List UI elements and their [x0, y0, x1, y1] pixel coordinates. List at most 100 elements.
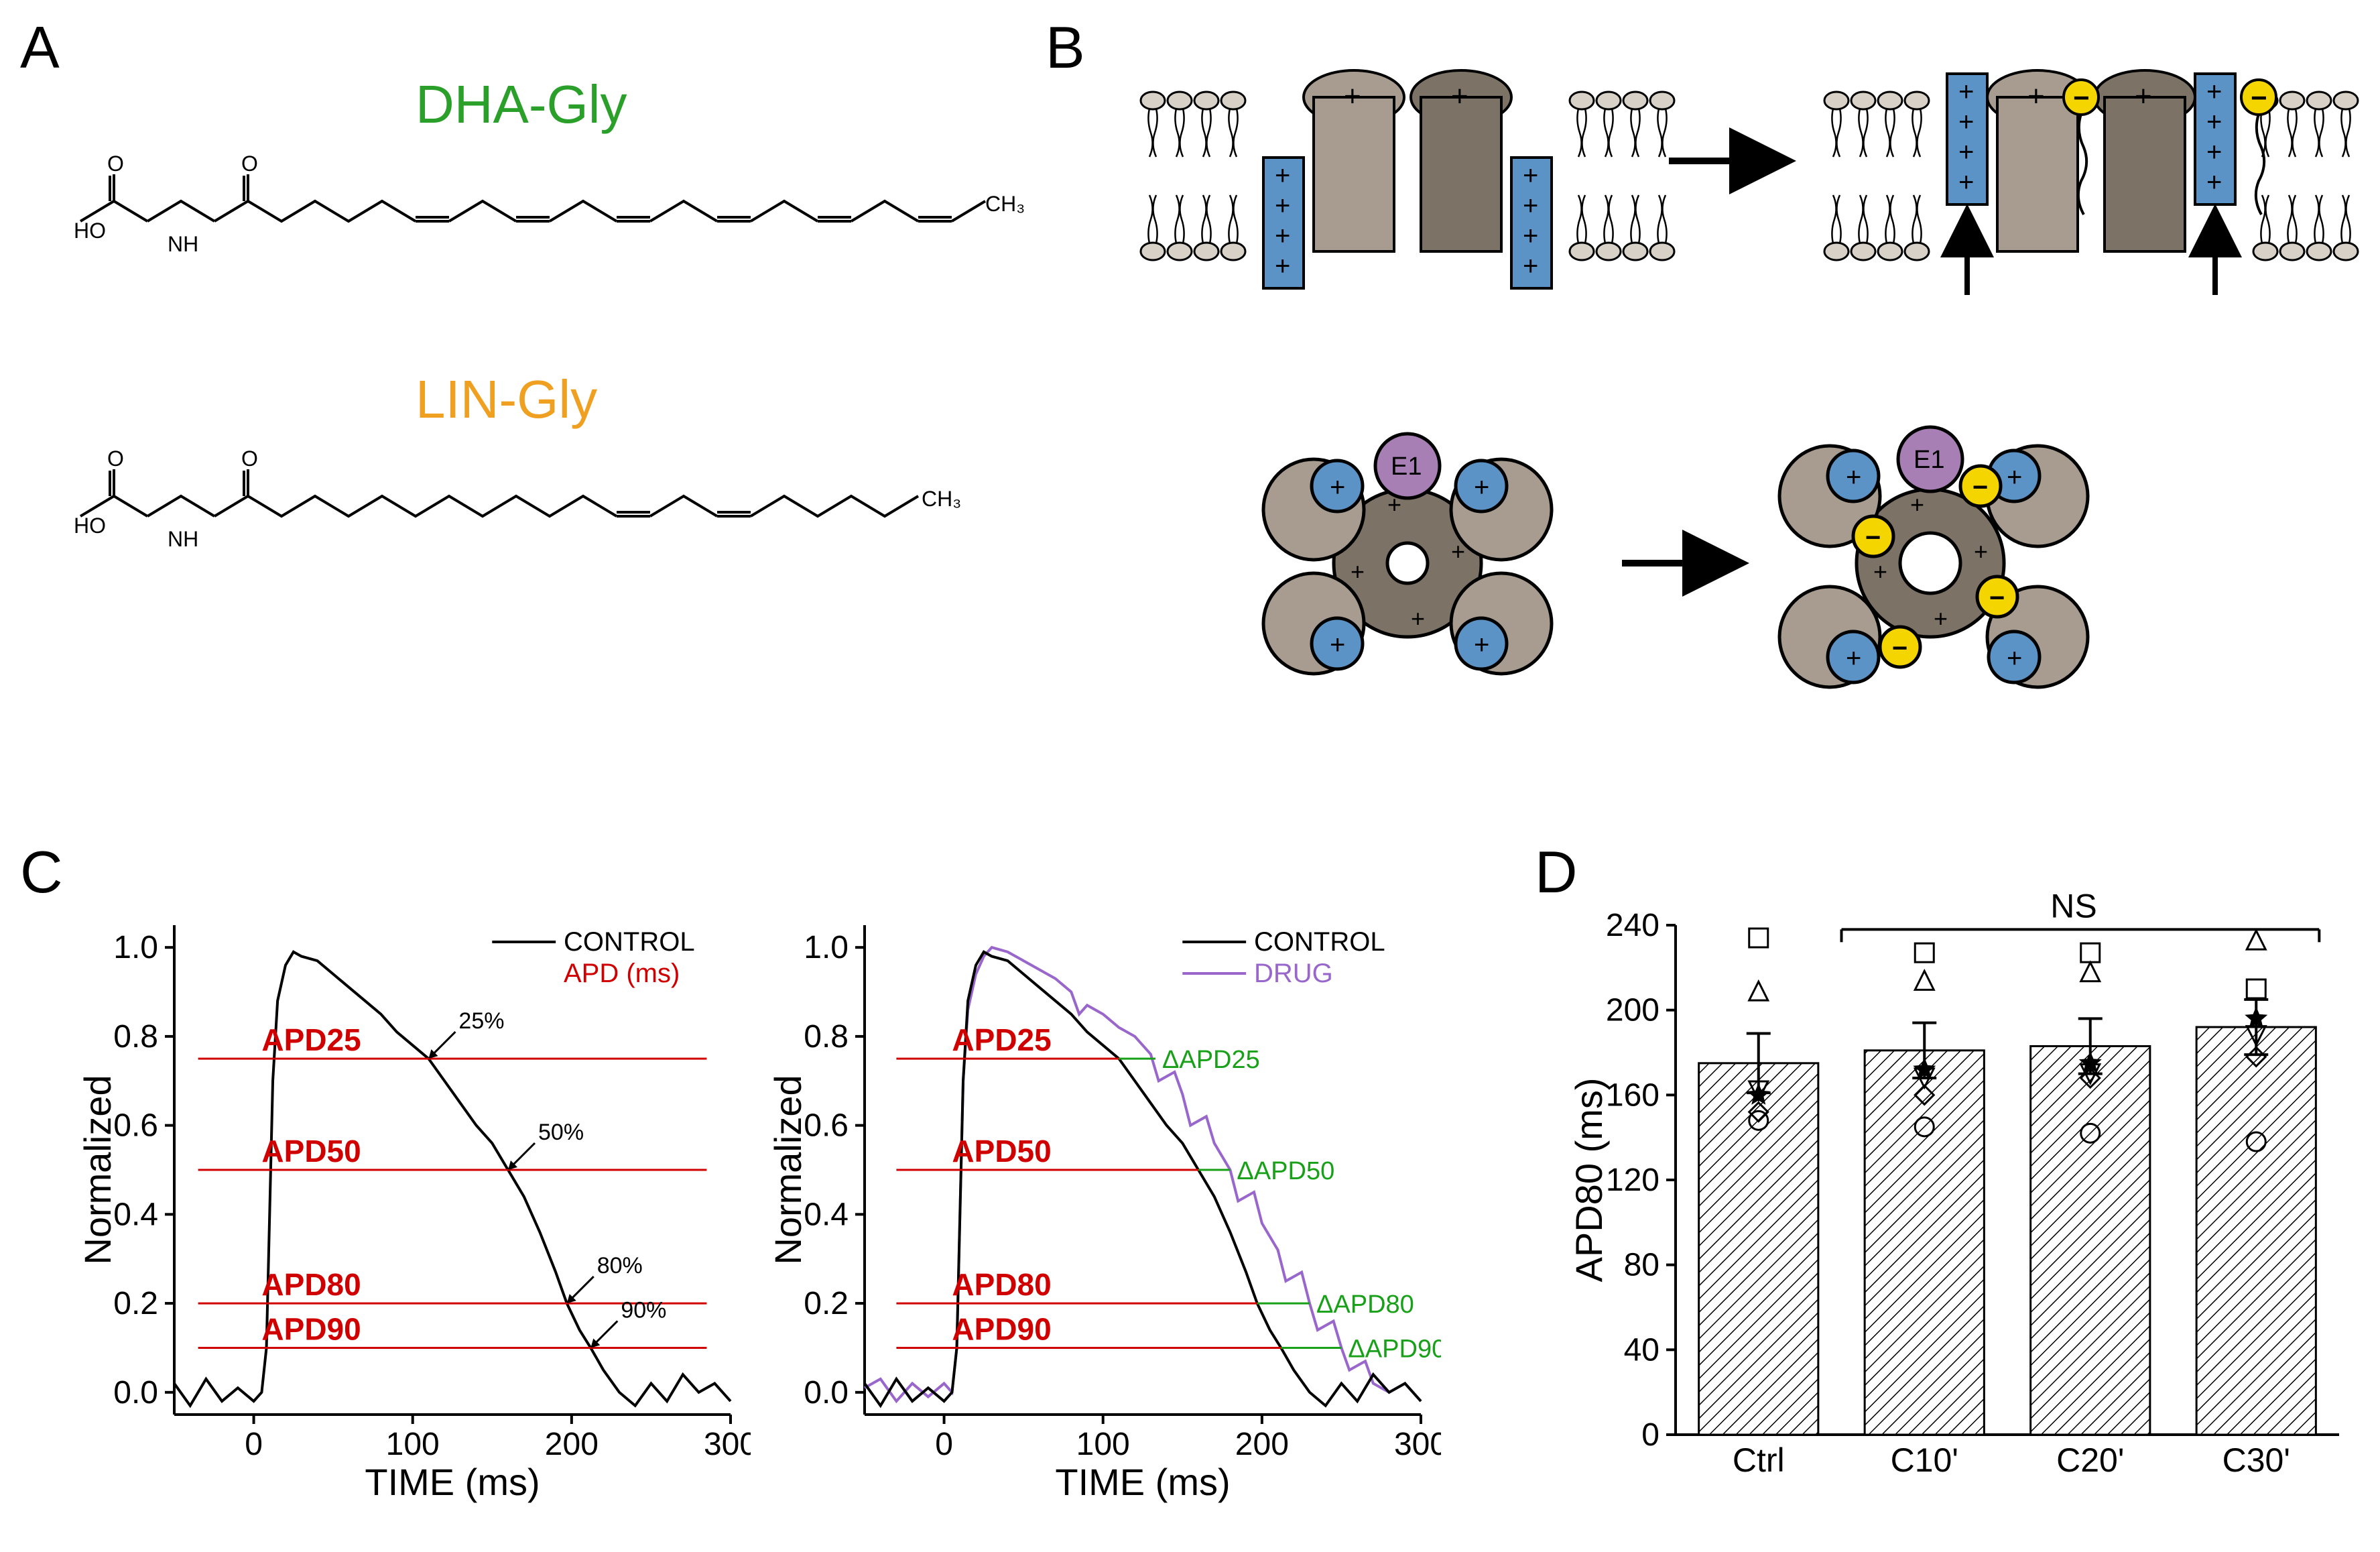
topview-right: ++ ++ + + + + E1 − − − − [1779, 427, 2088, 687]
svg-text:0: 0 [245, 1427, 263, 1462]
svg-text:1.0: 1.0 [804, 930, 849, 965]
topview-left: ++ ++ + + + + E1 [1263, 434, 1552, 674]
svg-text:ΔAPD80: ΔAPD80 [1316, 1291, 1414, 1319]
svg-text:APD25: APD25 [261, 1022, 361, 1057]
svg-text:+: + [1523, 251, 1538, 281]
svg-text:ΔAPD25: ΔAPD25 [1162, 1046, 1260, 1074]
svg-text:APD90: APD90 [261, 1311, 361, 1346]
svg-text:−: − [2251, 82, 2267, 113]
chart-d: 04080120160200240APD80 (ms)CtrlC10'C20'C… [1568, 872, 2359, 1515]
svg-text:+: + [1351, 558, 1365, 585]
svg-text:+: + [2027, 80, 2045, 113]
svg-text:90%: 90% [621, 1297, 666, 1323]
svg-text:0.0: 0.0 [113, 1375, 158, 1411]
svg-text:C30': C30' [2222, 1441, 2290, 1479]
lin-structure: HO O NH O CH₃ [74, 442, 1025, 563]
svg-text:+: + [2007, 463, 2022, 492]
svg-text:APD80 (ms): APD80 (ms) [1568, 1078, 1610, 1282]
svg-text:25%: 25% [458, 1008, 504, 1034]
svg-text:+: + [1958, 168, 1974, 197]
svg-text:+: + [1275, 221, 1290, 251]
svg-text:APD25: APD25 [952, 1022, 1051, 1057]
svg-text:APD50: APD50 [261, 1134, 361, 1169]
svg-text:+: + [1873, 558, 1887, 585]
svg-text:+: + [1846, 463, 1861, 492]
dha-o1: O [107, 152, 124, 176]
svg-text:APD50: APD50 [952, 1134, 1051, 1169]
svg-text:+: + [1934, 605, 1948, 632]
svg-text:−: − [1972, 473, 1988, 502]
svg-text:1.0: 1.0 [113, 930, 158, 965]
svg-text:−: − [2073, 82, 2090, 113]
channel-right: + + ++ ++ ++ ++ − − [1947, 70, 2276, 295]
panel-a-label: A [20, 13, 60, 82]
svg-text:TIME (ms): TIME (ms) [1055, 1461, 1230, 1503]
lin-o1: O [107, 446, 124, 471]
svg-text:100: 100 [1076, 1427, 1130, 1462]
svg-text:+: + [1474, 630, 1489, 660]
svg-text:+: + [1474, 473, 1489, 502]
svg-text:ΔAPD50: ΔAPD50 [1237, 1157, 1334, 1185]
svg-text:+: + [2135, 80, 2152, 113]
svg-text:80%: 80% [597, 1253, 643, 1278]
dha-o2: O [241, 152, 258, 176]
svg-text:APD90: APD90 [952, 1311, 1051, 1346]
svg-text:160: 160 [1606, 1077, 1659, 1113]
svg-text:+: + [1523, 191, 1538, 221]
svg-text:0.2: 0.2 [113, 1286, 158, 1321]
svg-text:−: − [1892, 634, 1907, 663]
svg-text:+: + [1910, 491, 1924, 518]
svg-text:0: 0 [1641, 1417, 1659, 1453]
svg-text:E1: E1 [1914, 446, 1944, 474]
svg-text:+: + [1275, 191, 1290, 221]
lin-o2: O [241, 446, 258, 471]
svg-text:ΔAPD90: ΔAPD90 [1348, 1335, 1441, 1363]
svg-text:+: + [1275, 251, 1290, 281]
channel-left: + + ++ ++ ++ ++ [1263, 70, 1552, 288]
svg-text:+: + [1330, 630, 1345, 660]
dha-structure: HO O NH O CH₃ [74, 147, 1025, 268]
chart-c-right: 01002003000.00.20.40.60.81.0TIME (ms)Nor… [771, 892, 1441, 1508]
svg-text:100: 100 [386, 1427, 440, 1462]
svg-text:+: + [1974, 538, 1988, 565]
svg-text:NS: NS [2050, 887, 2096, 924]
svg-text:Normalized: Normalized [80, 1075, 119, 1264]
svg-text:200: 200 [1235, 1427, 1289, 1462]
svg-text:200: 200 [545, 1427, 599, 1462]
svg-text:−: − [1989, 583, 2005, 613]
svg-text:+: + [2206, 168, 2222, 197]
svg-text:+: + [1958, 137, 1974, 167]
svg-text:+: + [1344, 80, 1361, 113]
svg-text:0.4: 0.4 [804, 1197, 849, 1232]
svg-text:E1: E1 [1391, 453, 1422, 481]
svg-text:+: + [1451, 80, 1468, 113]
svg-text:−: − [1865, 523, 1881, 552]
svg-text:300: 300 [1394, 1427, 1441, 1462]
panel-b-svg: + + ++ ++ ++ ++ + + [1139, 54, 2359, 804]
svg-text:0.0: 0.0 [804, 1375, 849, 1411]
svg-text:CONTROL: CONTROL [1254, 927, 1385, 957]
svg-text:0.4: 0.4 [113, 1197, 158, 1232]
svg-text:0.8: 0.8 [113, 1019, 158, 1055]
svg-text:+: + [2206, 107, 2222, 137]
panel-b-label: B [1046, 13, 1085, 82]
svg-text:CONTROL: CONTROL [564, 927, 695, 957]
svg-text:Ctrl: Ctrl [1733, 1441, 1785, 1479]
svg-text:0.6: 0.6 [804, 1108, 849, 1144]
svg-text:0.2: 0.2 [804, 1286, 849, 1321]
svg-text:APD80: APD80 [952, 1267, 1051, 1302]
svg-text:+: + [1523, 161, 1538, 190]
lin-nh: NH [168, 527, 198, 551]
panel-c-label: C [20, 838, 63, 906]
svg-text:C10': C10' [1891, 1441, 1958, 1479]
svg-text:APD (ms): APD (ms) [564, 959, 680, 988]
svg-text:+: + [1523, 221, 1538, 251]
svg-text:40: 40 [1624, 1332, 1659, 1368]
svg-text:120: 120 [1606, 1162, 1659, 1198]
lin-title: LIN-Gly [416, 369, 597, 430]
svg-text:0: 0 [935, 1427, 953, 1462]
svg-text:+: + [1846, 644, 1861, 673]
svg-text:DRUG: DRUG [1254, 959, 1333, 988]
svg-text:+: + [1330, 473, 1345, 502]
svg-text:200: 200 [1606, 993, 1659, 1028]
